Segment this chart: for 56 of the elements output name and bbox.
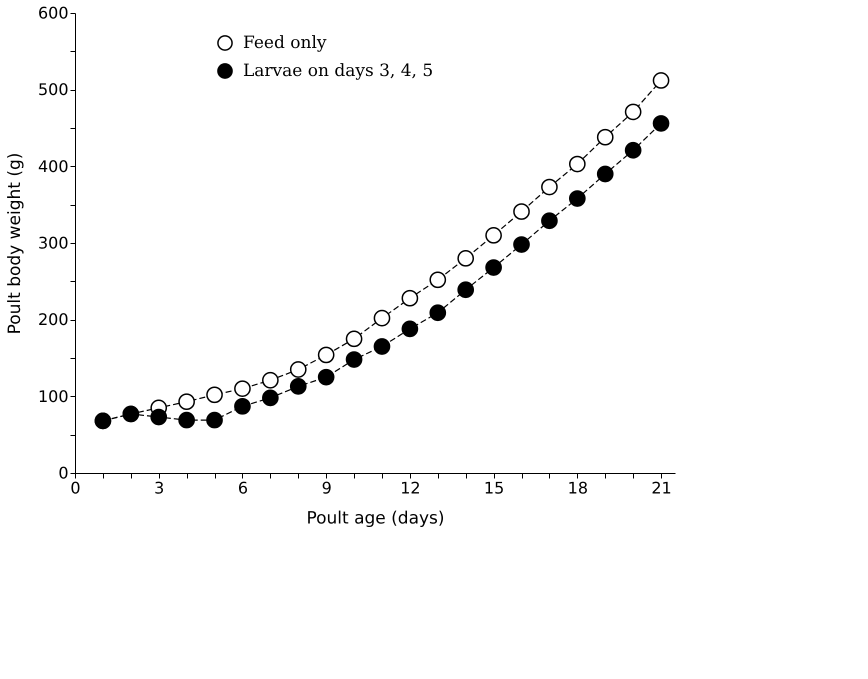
point <box>206 386 223 404</box>
point <box>457 250 474 267</box>
point <box>596 166 614 182</box>
point <box>513 203 530 220</box>
point <box>624 142 642 159</box>
point <box>262 372 279 389</box>
point <box>429 304 446 322</box>
y-tick-label: 100 <box>38 386 68 406</box>
point <box>290 361 307 378</box>
point <box>541 212 558 230</box>
point <box>290 378 307 395</box>
point <box>178 393 195 410</box>
point <box>624 104 642 120</box>
point <box>457 281 474 298</box>
point <box>150 408 168 426</box>
legend-label: Larvae on days 3, 4, 5 <box>243 61 434 81</box>
legend-label: Feed only <box>243 33 327 53</box>
point <box>652 72 670 89</box>
x-tick-label: 15 <box>484 478 504 498</box>
x-tick-label: 18 <box>568 478 588 498</box>
point <box>262 390 279 406</box>
y-tick-label: 400 <box>38 156 68 176</box>
point <box>346 351 362 368</box>
point <box>402 290 418 307</box>
point <box>178 412 195 428</box>
point <box>652 115 670 132</box>
point <box>429 271 446 288</box>
y-tick-label: 300 <box>38 234 68 252</box>
y-tick-label: 0 <box>58 464 68 482</box>
point <box>485 259 502 276</box>
point <box>568 156 586 172</box>
point <box>513 236 530 253</box>
y-tick-label: 200 <box>38 310 68 330</box>
x-tick-label: 6 <box>238 478 248 498</box>
point <box>346 330 362 348</box>
x-tick-label: 3 <box>154 478 164 498</box>
point <box>318 368 334 386</box>
point <box>206 412 223 428</box>
x-tick-label: 21 <box>651 478 672 498</box>
point <box>374 310 390 326</box>
point <box>374 338 390 355</box>
point <box>596 128 614 146</box>
point <box>568 190 586 207</box>
point <box>541 178 558 196</box>
y-tick-label: 600 <box>38 4 68 22</box>
point <box>234 380 251 397</box>
y-tick-label: 500 <box>38 80 68 100</box>
x-tick-label: 12 <box>400 478 421 498</box>
point <box>234 398 251 415</box>
x-tick-label: 0 <box>70 478 81 498</box>
point <box>402 320 418 338</box>
x-tick-label: 9 <box>322 478 332 498</box>
x-axis-title: Poult age (days) <box>306 508 445 528</box>
y-axis-title: Poult body weight (g) <box>4 152 25 334</box>
point <box>318 346 334 364</box>
point <box>485 227 502 244</box>
